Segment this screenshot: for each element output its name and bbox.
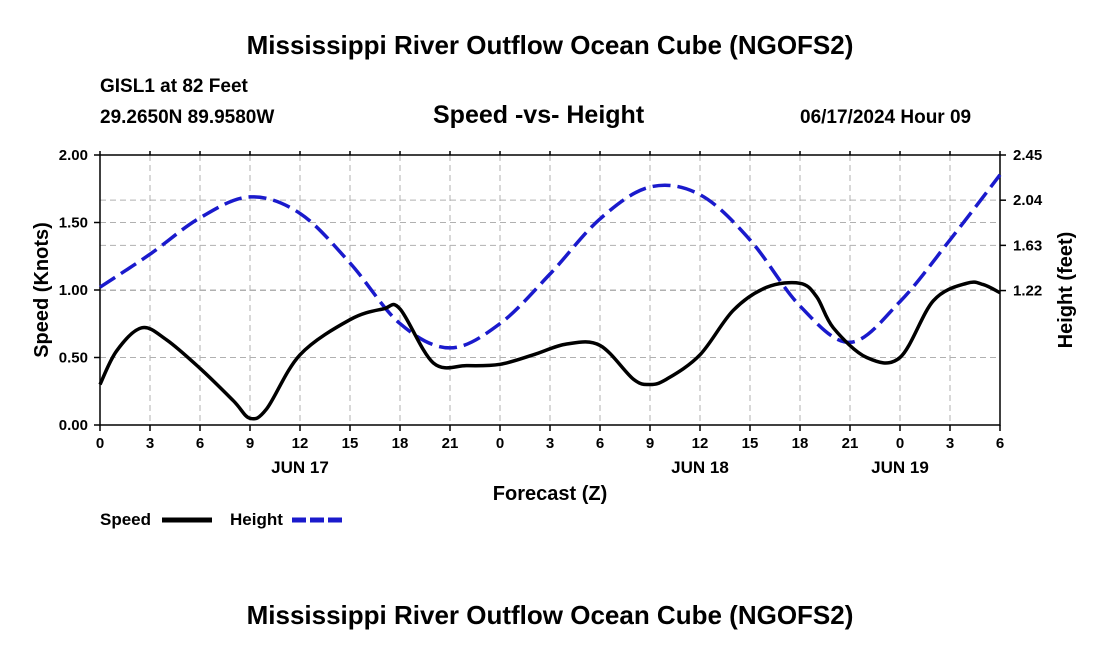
x-tick-label: 6 xyxy=(996,435,1004,452)
station-coordinates: 29.2650N 89.9580W xyxy=(100,107,275,128)
x-tick-label: 9 xyxy=(246,435,254,452)
y2-axis-label: Height (feet) xyxy=(1055,232,1077,349)
x-axis-label: Forecast (Z) xyxy=(493,483,607,505)
x-tick-label: 21 xyxy=(842,435,859,452)
second-chart-title: Mississippi River Outflow Ocean Cube (NG… xyxy=(246,600,854,630)
x-tick-label: 0 xyxy=(96,435,104,452)
y-axis-label: Speed (Knots) xyxy=(31,222,53,358)
x-tick-label: 0 xyxy=(496,435,504,452)
x-day-label: JUN 17 xyxy=(271,458,329,477)
x-day-label: JUN 18 xyxy=(671,458,729,477)
y-tick-label: 0.50 xyxy=(59,350,88,367)
y-tick-label: 1.50 xyxy=(59,215,88,232)
grid-layer xyxy=(100,155,1000,425)
chart-main-title: Mississippi River Outflow Ocean Cube (NG… xyxy=(246,30,854,60)
chart-subtitle: Speed -vs- Height xyxy=(433,101,645,129)
x-tick-label: 21 xyxy=(442,435,459,452)
y2-tick-label: 2.45 xyxy=(1013,147,1042,164)
legend-height-label: Height xyxy=(230,510,283,529)
x-tick-label: 6 xyxy=(596,435,604,452)
x-tick-label: 3 xyxy=(146,435,154,452)
speed-series-line xyxy=(98,280,1001,421)
x-tick-label: 18 xyxy=(392,435,409,452)
x-tick-label: 12 xyxy=(292,435,309,452)
x-day-label: JUN 19 xyxy=(871,458,929,477)
x-tick-label: 3 xyxy=(546,435,554,452)
x-tick-label: 15 xyxy=(742,435,759,452)
y2-tick-label: 1.22 xyxy=(1013,283,1042,300)
x-tick-label: 6 xyxy=(196,435,204,452)
axis-layer: 0 3 6 9 12 15 18 21 0 3 6 9 12 15 18 21 0 3 6 JUN 17 JUN 18 J… xyxy=(59,147,1043,477)
x-tick-label: 15 xyxy=(342,435,359,452)
x-tick-label: 18 xyxy=(792,435,809,452)
legend: Speed Height xyxy=(100,510,342,529)
legend-speed-label: Speed xyxy=(100,510,151,529)
x-tick-label: 9 xyxy=(646,435,654,452)
station-label: GISL1 at 82 Feet xyxy=(100,76,248,97)
y2-tick-label: 2.04 xyxy=(1013,192,1043,209)
forecast-date: 06/17/2024 Hour 09 xyxy=(800,107,972,128)
y-tick-label: 0.00 xyxy=(59,417,88,434)
y-tick-label: 1.00 xyxy=(59,282,88,299)
y-tick-label: 2.00 xyxy=(59,147,88,164)
y2-tick-label: 1.63 xyxy=(1013,237,1042,254)
x-tick-label: 12 xyxy=(692,435,709,452)
x-tick-label: 3 xyxy=(946,435,954,452)
x-tick-label: 0 xyxy=(896,435,904,452)
height-series-line xyxy=(99,173,1002,350)
